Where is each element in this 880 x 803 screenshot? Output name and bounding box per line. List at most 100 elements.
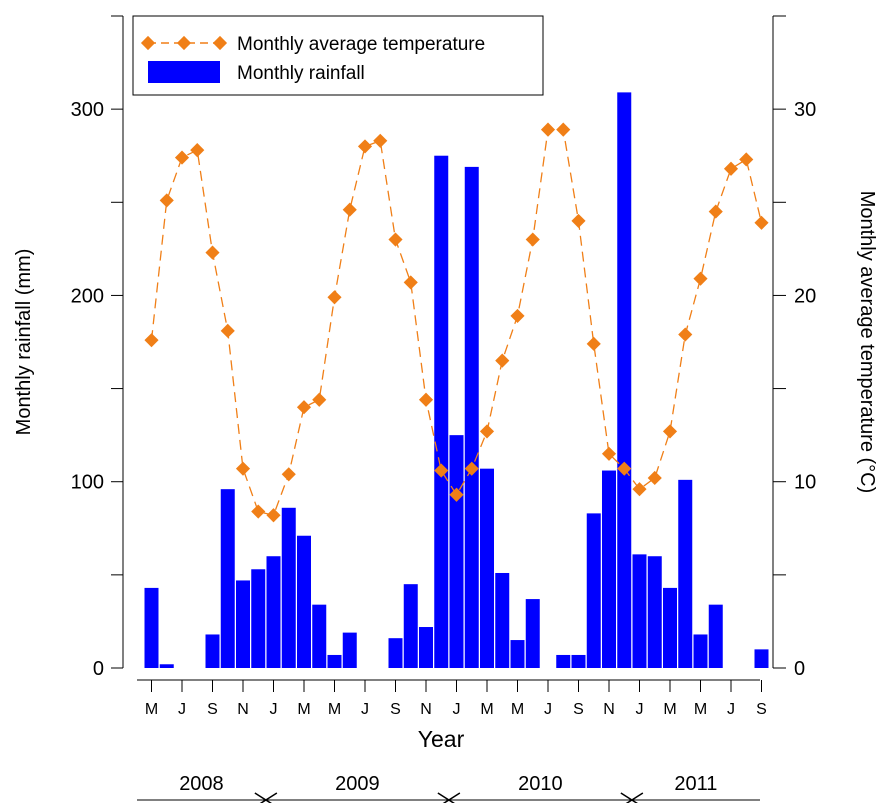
right-ticks: 0 10 20 30 [773,16,816,680]
left-tick-label: 300 [71,99,104,121]
rainfall-bar [282,508,296,668]
temperature-point [160,193,174,207]
temperature-point [556,123,570,137]
x-tick-label: S [390,701,401,718]
left-tick-label: 0 [93,658,104,680]
rainfall-bar [709,605,723,668]
x-axis-label: Year [418,726,465,752]
x-tick-label: M [694,701,707,718]
temperature-point [587,337,601,351]
right-tick-label: 30 [794,99,816,121]
temperature-point [526,232,540,246]
legend-label-rainfall: Monthly rainfall [237,63,365,84]
year-divider [621,793,643,803]
rainfall-bar [160,664,174,668]
right-tick-label: 0 [794,658,805,680]
temperature-point [571,214,585,228]
temperature-point [495,354,509,368]
rainfall-bar [267,556,281,668]
rainfall-bar [694,634,708,668]
bars-layer [145,92,769,668]
rainfall-bar [633,554,647,668]
rainfall-bar [526,599,540,668]
y-axis-left-label: Monthly rainfall (mm) [13,249,35,436]
rainfall-bar [480,469,494,668]
temperature-point [144,333,158,347]
rainfall-bar [572,655,586,668]
left-tick-label: 200 [71,285,104,307]
rainfall-bar [434,156,448,668]
left-tick-label: 100 [71,472,104,494]
temperature-point [221,324,235,338]
temperature-point [480,424,494,438]
rainfall-bar [663,588,677,668]
x-tick-label: M [328,701,341,718]
temperature-point [419,393,433,407]
x-tick-label: N [603,701,615,718]
year-label: 2008 [179,773,224,795]
temperature-point [236,462,250,476]
temperature-point [510,309,524,323]
temperature-point [266,508,280,522]
x-tick-label: M [480,701,493,718]
rainfall-bar [328,655,342,668]
rainfall-bar [495,573,509,668]
legend: Monthly average temperature Monthly rain… [133,16,543,95]
year-label: 2010 [518,773,563,795]
year-divider [438,793,460,803]
rainfall-bar [145,588,159,668]
x-tick-label: N [237,701,249,718]
x-tick-label: M [663,701,676,718]
year-label: 2009 [335,773,380,795]
rainfall-bar [251,569,265,668]
temperature-point [648,471,662,485]
rainfall-bar [312,605,326,668]
rainfall-bar [404,584,418,668]
temperature-point [739,152,753,166]
temperature-point [388,232,402,246]
temperature-point [251,504,265,518]
temperature-point [297,400,311,414]
temperature-point [541,123,555,137]
rainfall-bar [678,480,692,668]
x-tick-label: J [270,701,278,718]
x-tick-label: J [544,701,552,718]
temperature-point [205,246,219,260]
temperature-point [373,134,387,148]
rainfall-bar [236,580,250,668]
temperature-point [358,139,372,153]
rainfall-bar [343,633,357,668]
left-ticks: 0 100 200 300 [71,16,123,680]
rainfall-bar [648,556,662,668]
rainfall-bar [587,513,601,668]
x-tick-label: N [420,701,432,718]
x-tick-label: M [511,701,524,718]
rainfall-bar [602,471,616,668]
temperature-point [175,151,189,165]
rainfall-bar [511,640,525,668]
temperature-point [632,482,646,496]
year-divider [255,793,277,803]
x-tick-label: M [145,701,158,718]
temperature-point [754,216,768,230]
rainfall-bar [617,92,631,668]
legend-bar-sample [148,61,220,83]
right-tick-label: 10 [794,472,816,494]
temperature-point [404,275,418,289]
rainfall-bar [755,649,769,668]
temperature-point [693,272,707,286]
rainfall-bar [206,634,220,668]
year-axis: 2008 2009 2010 2011 [137,773,760,803]
legend-label-temperature: Monthly average temperature [237,34,485,55]
temperature-point [343,203,357,217]
year-label: 2011 [674,773,717,795]
rainfall-bar [450,435,464,668]
x-tick-label: S [207,701,218,718]
right-tick-label: 20 [794,285,816,307]
y-axis-right-label: Monthly average temperature (°C) [856,191,878,494]
temperature-point [312,393,326,407]
rainfall-bar [556,655,570,668]
rainfall-bar [221,489,235,668]
